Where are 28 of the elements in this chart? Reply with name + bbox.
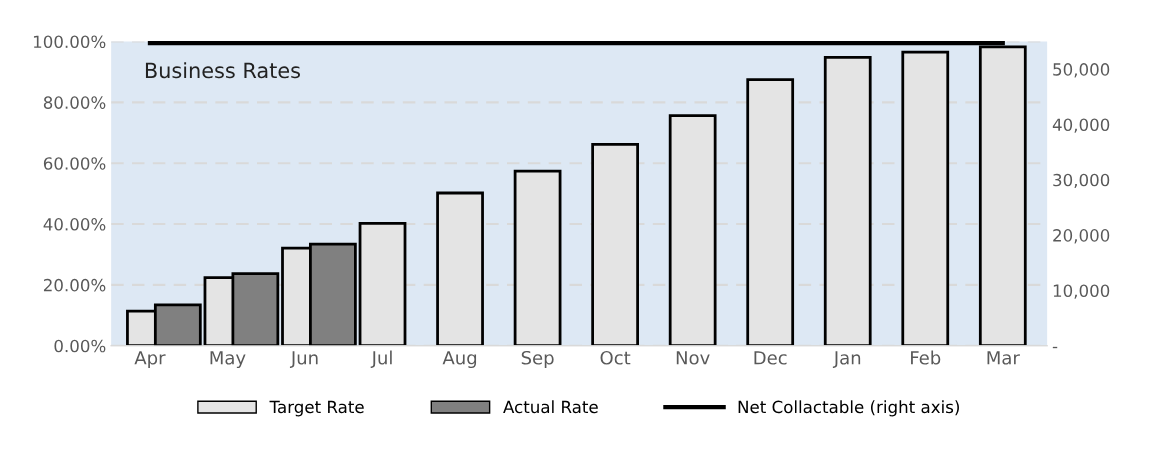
x-tick-label: Aug [442,351,477,369]
y-tick-label: 80.00% [43,96,106,109]
x-tick-label: Jul [370,350,392,368]
x-tick-label: Sep [521,350,554,369]
x-tick-label: Jan [832,351,861,368]
y2-tick-label: 40,000 [1052,118,1110,133]
y2-tick-label: 30,000 [1053,173,1110,189]
x-tick-label: May [210,351,246,369]
y2-tick-label: 50,000 [1053,63,1110,78]
legend-label: Actual Rate [503,400,598,414]
x-tick-label: Feb [911,350,941,365]
y-tick-label: 20.00% [43,278,106,292]
legend-label: Target Rate [269,400,364,417]
y-tick-label: 40.00% [43,218,106,231]
text: Business Rates [145,62,300,79]
x-tick-label: Oct [600,350,631,365]
y2-tick-label: 10,000 [1053,284,1110,299]
x-tick-label: Nov [676,351,710,365]
x-tick-label: Mar [987,351,1020,365]
x-tick-label: Apr [134,351,166,369]
y2-tick-label: 20,000 [1053,229,1110,244]
legend-label: Net Collactable (right axis) [738,400,959,417]
y-tick-label: 60.00% [43,157,106,170]
x-tick-label: Jun [289,351,318,368]
y2-tick-label: - [1052,346,1058,349]
x-tick-label: Dec [754,351,787,365]
y-tick-label: 0.00% [54,339,106,353]
y-tick-label: 100.00% [33,35,106,49]
